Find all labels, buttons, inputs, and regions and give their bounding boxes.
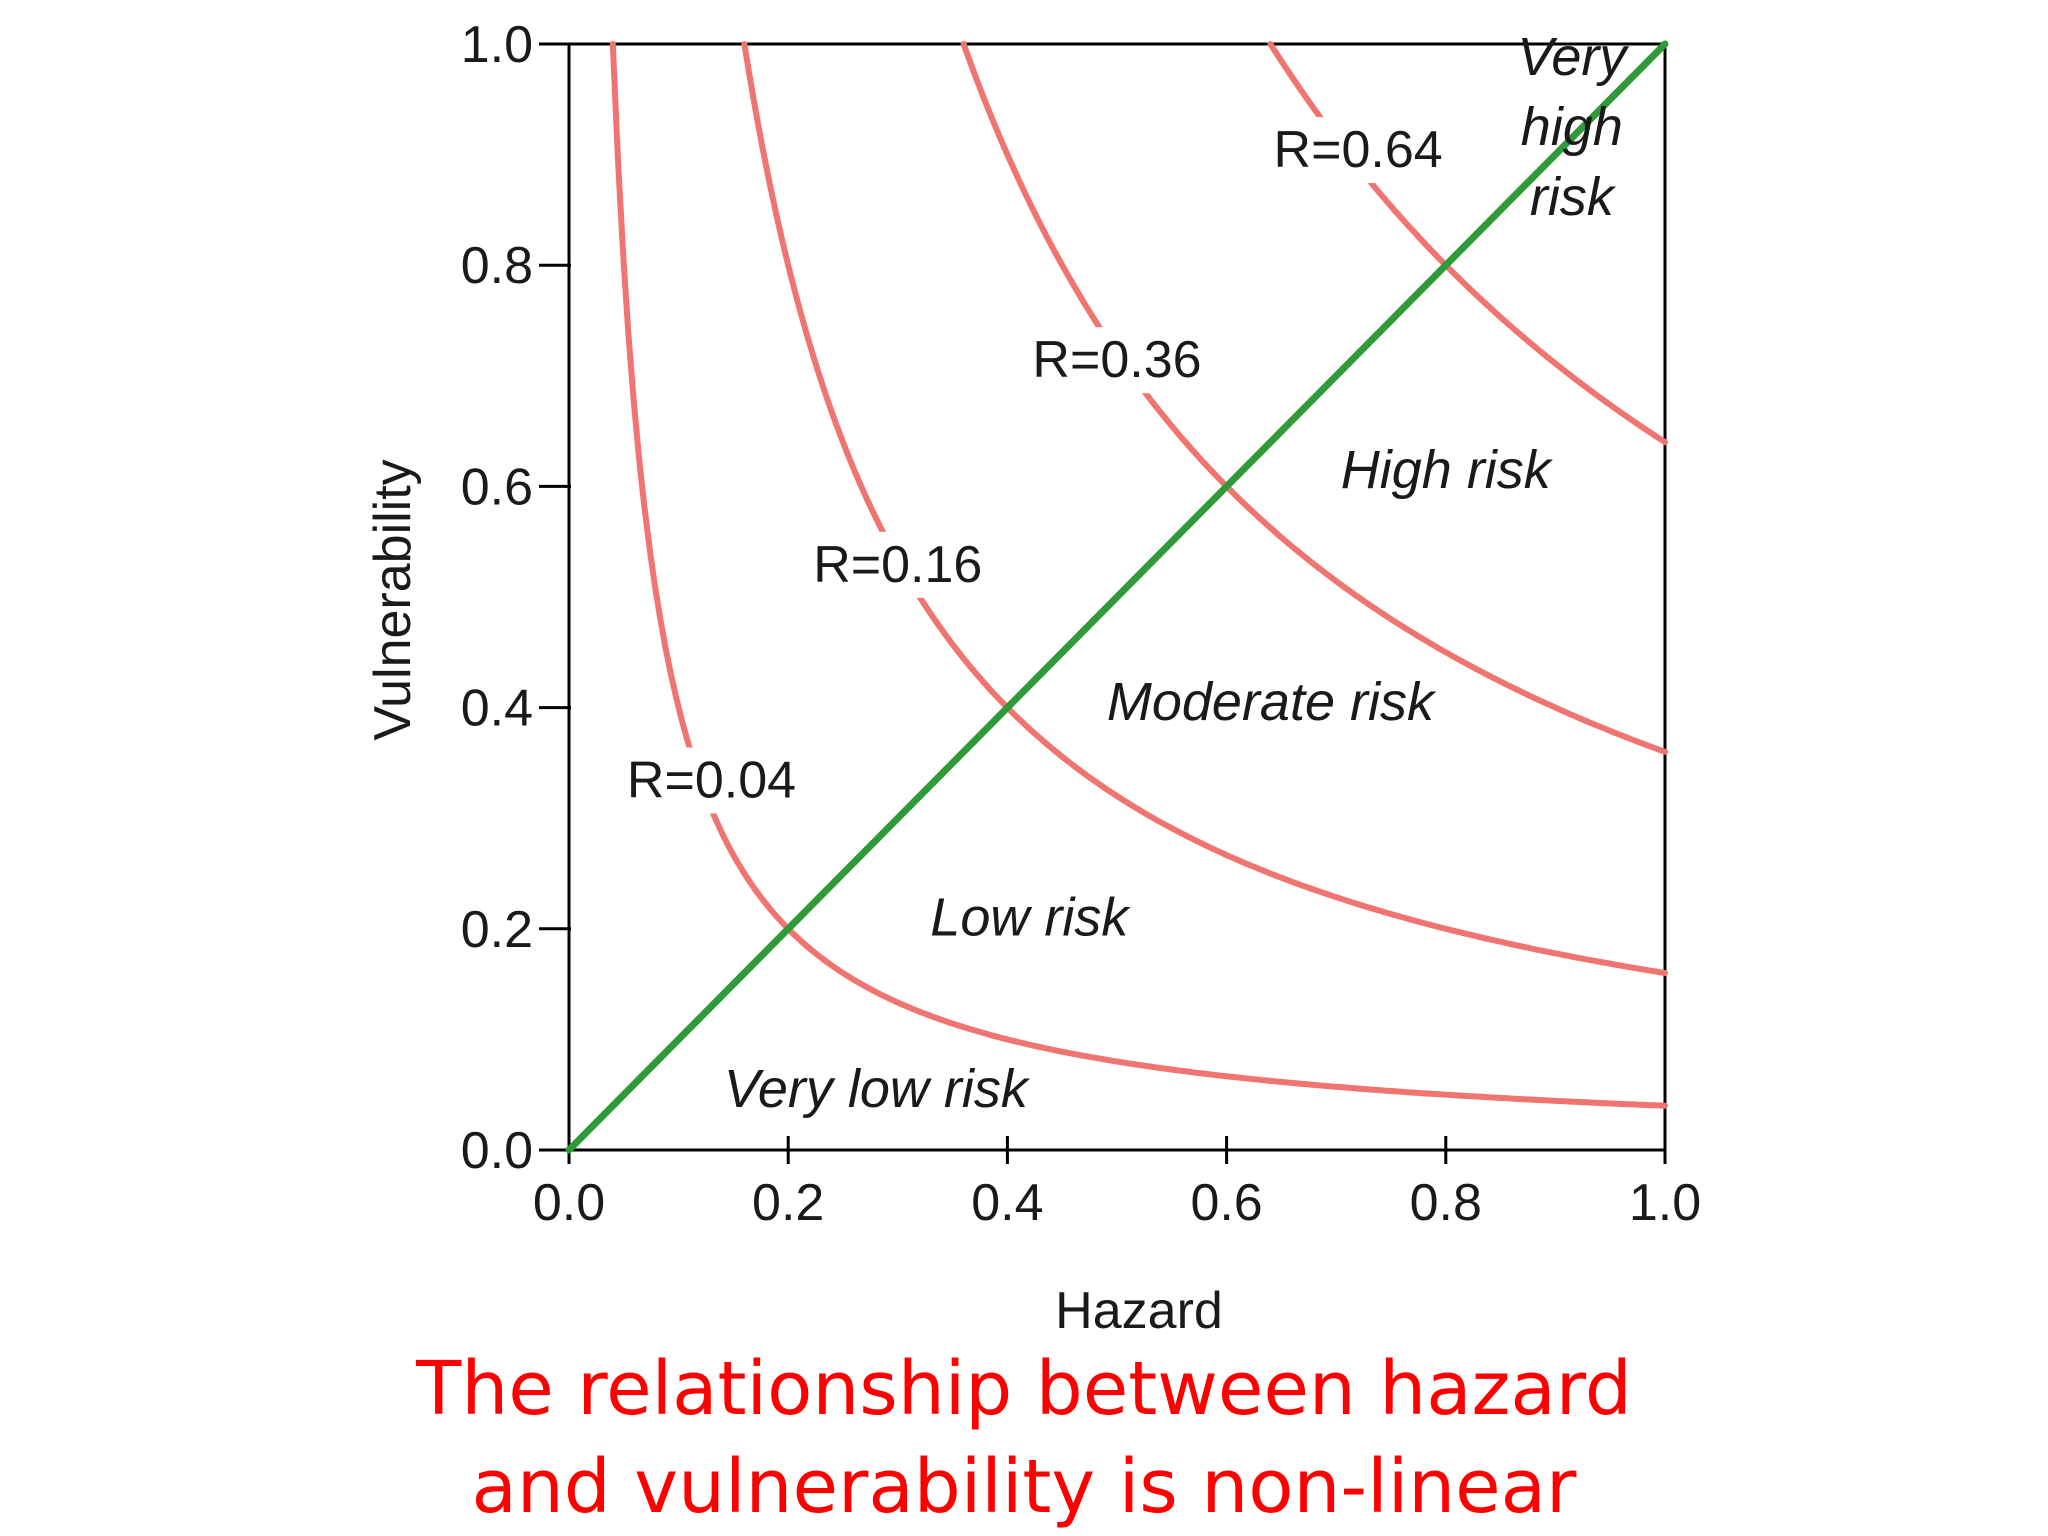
curve-label: R=0.64 bbox=[1274, 121, 1443, 179]
y-tick-label: 0.0 bbox=[461, 1122, 533, 1180]
plot-area: 0.0 0.2 0.4 0.6 0.8 1.0 0.0 0.2 0.4 0.6 0.8 1.0 R=0.… bbox=[461, 16, 1701, 1232]
y-tick-label: 0.8 bbox=[461, 237, 533, 295]
y-axis-title: Vulnerability bbox=[364, 459, 422, 740]
x-tick-label: 1.0 bbox=[1629, 1174, 1701, 1232]
curve-label: R=0.04 bbox=[627, 751, 796, 809]
x-axis-title: Hazard bbox=[1055, 1282, 1223, 1340]
y-tick-label: 0.2 bbox=[461, 901, 533, 959]
curve-label-background bbox=[620, 747, 803, 814]
caption-line-1: The relationship between hazard bbox=[416, 1346, 1632, 1432]
x-tick-label: 0.0 bbox=[533, 1174, 605, 1232]
x-tick-label: 0.8 bbox=[1410, 1174, 1482, 1232]
zone-label: High risk bbox=[1341, 440, 1554, 500]
y-tick-label: 1.0 bbox=[461, 16, 533, 74]
zone-label: Very bbox=[1517, 27, 1629, 87]
curve-label-background bbox=[1267, 117, 1449, 184]
y-tick-label: 0.4 bbox=[461, 680, 533, 738]
curve-label: R=0.36 bbox=[1032, 331, 1201, 389]
zone-label: risk bbox=[1530, 167, 1617, 227]
y-tick-label: 0.6 bbox=[461, 458, 533, 516]
zone-label: Low risk bbox=[930, 888, 1131, 948]
x-tick-label: 0.6 bbox=[1190, 1174, 1262, 1232]
diagonal-line bbox=[565, 40, 1669, 1154]
curve-label-background bbox=[807, 531, 989, 598]
curve-label-background bbox=[1026, 327, 1208, 394]
caption-line-2: and vulnerability is non-linear bbox=[471, 1444, 1577, 1530]
risk-curve bbox=[960, 41, 1668, 755]
zone-label: Moderate risk bbox=[1107, 672, 1437, 732]
x-tick-label: 0.2 bbox=[752, 1174, 824, 1232]
zone-label: Very low risk bbox=[724, 1059, 1031, 1119]
zone-label: high bbox=[1521, 97, 1623, 157]
curve-label: R=0.16 bbox=[813, 536, 982, 594]
x-tick-label: 0.4 bbox=[971, 1174, 1043, 1232]
caption: The relationship between hazard and vuln… bbox=[0, 1340, 2048, 1536]
